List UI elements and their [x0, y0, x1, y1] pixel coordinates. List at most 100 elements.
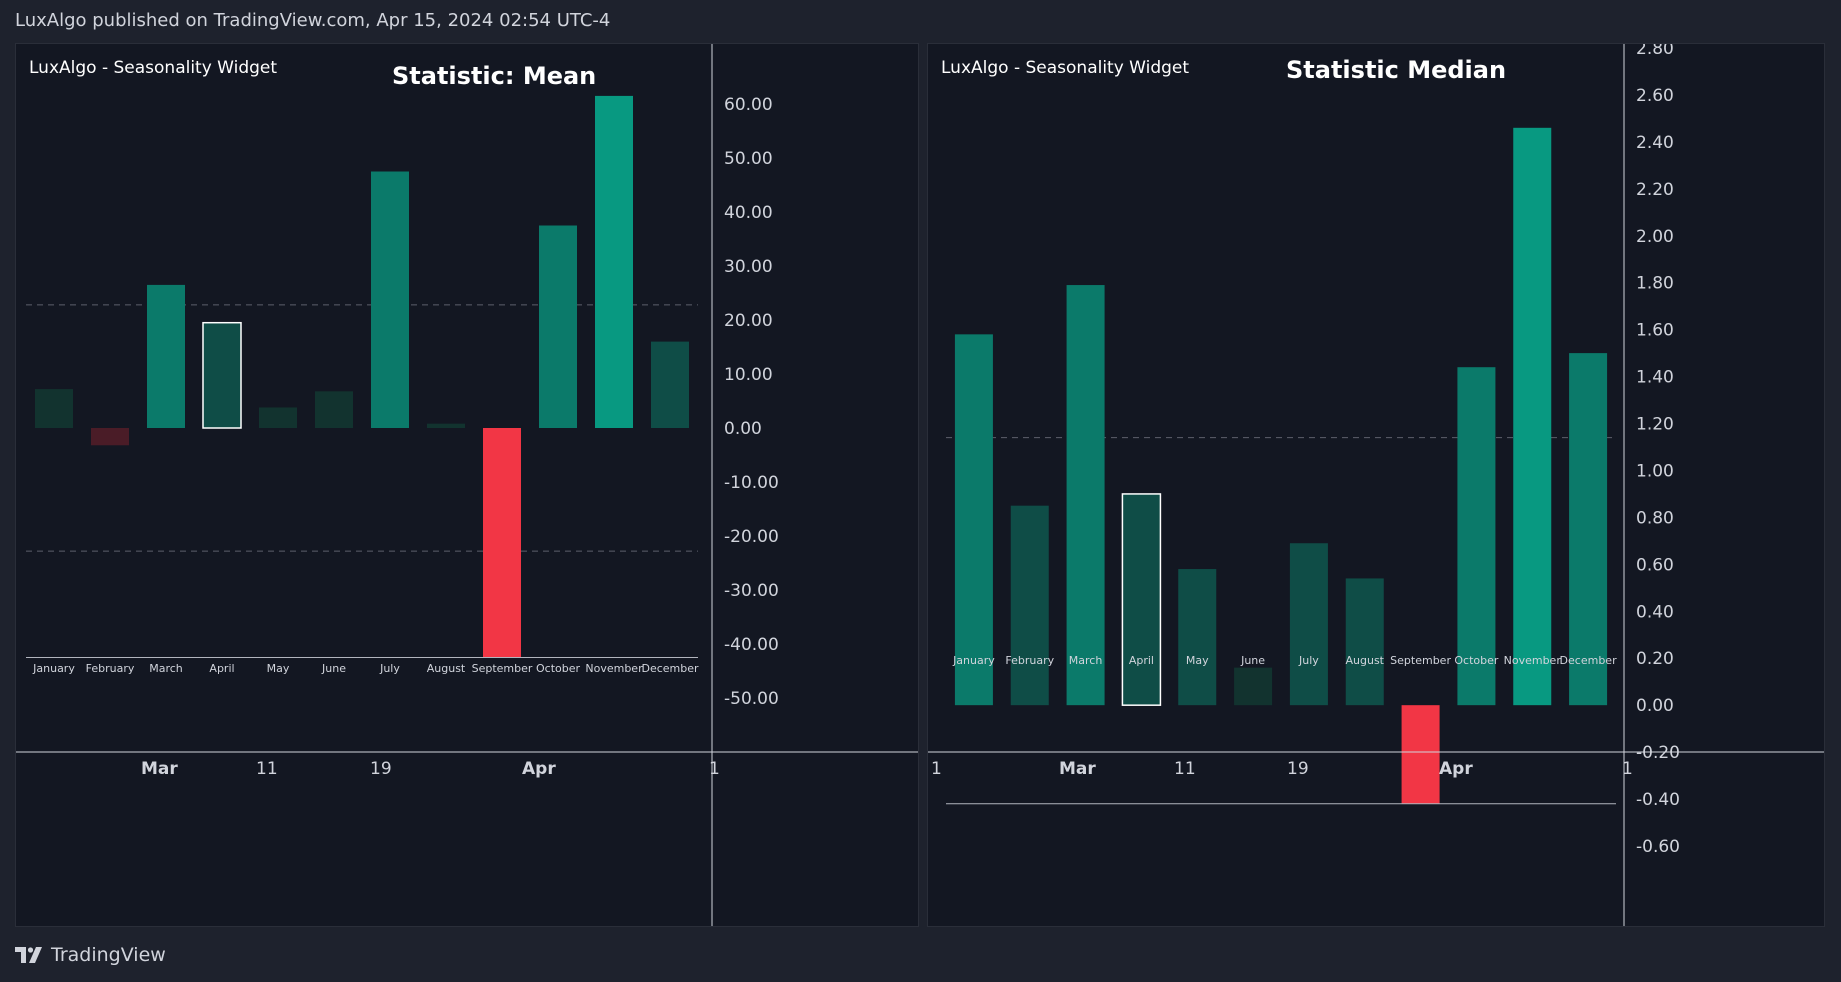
y-tick-label: 1.60 [1636, 321, 1674, 341]
y-tick-label: 10.00 [724, 365, 773, 385]
y-tick-label: 0.00 [1636, 696, 1674, 716]
y-tick-label: -0.20 [1636, 743, 1680, 763]
time-axis-label: Mar [141, 759, 178, 779]
y-tick-label: 1.20 [1636, 415, 1674, 435]
category-label: December [1560, 654, 1618, 667]
y-tick-label: -50.00 [724, 689, 779, 709]
time-axis-label: 1 [709, 759, 720, 779]
chart-title: Statistic Median [1286, 56, 1507, 84]
time-axis-label: Apr [1439, 759, 1473, 779]
y-tick-label: 30.00 [724, 257, 773, 277]
y-tick-label: -20.00 [724, 527, 779, 547]
category-label: April [209, 662, 234, 675]
bar-february [1010, 505, 1049, 706]
bar-september [483, 428, 521, 658]
bar-august [1345, 578, 1384, 706]
category-label: May [1186, 654, 1209, 667]
category-label: June [321, 662, 346, 675]
bar-july [1289, 543, 1328, 706]
category-label: February [1005, 654, 1054, 667]
bar-february [91, 428, 129, 446]
category-label: September [1390, 654, 1451, 667]
bar-april [202, 321, 242, 429]
y-tick-label: 0.20 [1636, 649, 1674, 669]
category-label: December [641, 662, 699, 675]
time-axis-label: Apr [522, 759, 556, 779]
category-label: September [472, 662, 533, 675]
y-tick-label: -0.60 [1636, 837, 1680, 857]
y-tick-label: 1.80 [1636, 274, 1674, 294]
y-tick-label: 60.00 [724, 95, 773, 115]
y-tick-label: 0.80 [1636, 508, 1674, 528]
y-tick-label: -0.40 [1636, 790, 1680, 810]
y-tick-label: 2.60 [1636, 86, 1674, 106]
category-label: March [1069, 654, 1103, 667]
y-tick-label: 1.40 [1636, 368, 1674, 388]
y-tick-label: 2.20 [1636, 180, 1674, 200]
y-tick-label: 0.60 [1636, 555, 1674, 575]
time-axis-label: 19 [370, 759, 392, 779]
category-label: July [1298, 654, 1319, 667]
chart-panel-median[interactable]: January February March April May June July Augu… [927, 43, 1825, 927]
bar-march [147, 284, 185, 428]
category-label: August [427, 662, 466, 675]
category-label: June [1240, 654, 1265, 667]
time-axis-label: 1 [1622, 759, 1633, 779]
time-axis-label: 19 [1287, 759, 1309, 779]
bar-august [427, 423, 465, 428]
mean-chart-svg: January February March April May June July Augu… [16, 44, 918, 926]
time-axis-label: 1 [931, 759, 942, 779]
widget-label: LuxAlgo - Seasonality Widget [29, 58, 278, 78]
bar-november [595, 95, 633, 429]
category-label: August [1346, 654, 1385, 667]
bar-september [1401, 705, 1440, 804]
median-chart-svg: January February March April May June July Augu… [928, 44, 1824, 926]
bar-january [954, 334, 993, 706]
bar-december [1569, 353, 1608, 706]
tradingview-logo[interactable]: TradingView [15, 941, 166, 969]
y-tick-label: -10.00 [724, 473, 779, 493]
category-label: October [536, 662, 580, 675]
tradingview-brand: TradingView [51, 944, 166, 966]
category-label: November [1504, 654, 1562, 667]
bar-april [1121, 493, 1162, 706]
y-tick-label: 0.00 [724, 419, 762, 439]
y-tick-label: 2.40 [1636, 133, 1674, 153]
category-label: February [86, 662, 135, 675]
bar-may [1178, 569, 1217, 706]
bar-december [651, 341, 689, 428]
bar-january [35, 389, 73, 428]
y-tick-label: -30.00 [724, 581, 779, 601]
y-tick-label: 50.00 [724, 149, 773, 169]
time-axis-label: Mar [1059, 759, 1096, 779]
time-axis-label: 11 [1174, 759, 1196, 779]
y-tick-label: 40.00 [724, 203, 773, 223]
category-label: October [1454, 654, 1498, 667]
category-label: July [379, 662, 400, 675]
category-label: January [32, 662, 75, 675]
bar-november [1513, 127, 1552, 706]
category-label: May [267, 662, 290, 675]
bar-march [1066, 285, 1105, 706]
y-tick-label: 20.00 [724, 311, 773, 331]
publish-header: LuxAlgo published on TradingView.com, Ap… [15, 10, 611, 31]
y-tick-label: 0.40 [1636, 602, 1674, 622]
bar-may [259, 407, 297, 428]
category-label: April [1129, 654, 1154, 667]
chart-title: Statistic: Mean [392, 62, 597, 90]
category-label: March [149, 662, 183, 675]
y-tick-label: 1.00 [1636, 461, 1674, 481]
bar-july [371, 171, 409, 428]
widget-label: LuxAlgo - Seasonality Widget [941, 58, 1190, 78]
chart-panel-mean[interactable]: January February March April May June July Augu… [15, 43, 919, 927]
y-tick-label: 2.00 [1636, 227, 1674, 247]
bar-october [1457, 367, 1496, 706]
bar-october [539, 225, 577, 428]
bar-june [1234, 667, 1273, 706]
time-axis-label: 11 [256, 759, 278, 779]
bar-june [315, 391, 353, 428]
category-label: January [952, 654, 995, 667]
category-label: November [585, 662, 643, 675]
tradingview-logo-icon [15, 947, 42, 963]
y-tick-label: -40.00 [724, 635, 779, 655]
